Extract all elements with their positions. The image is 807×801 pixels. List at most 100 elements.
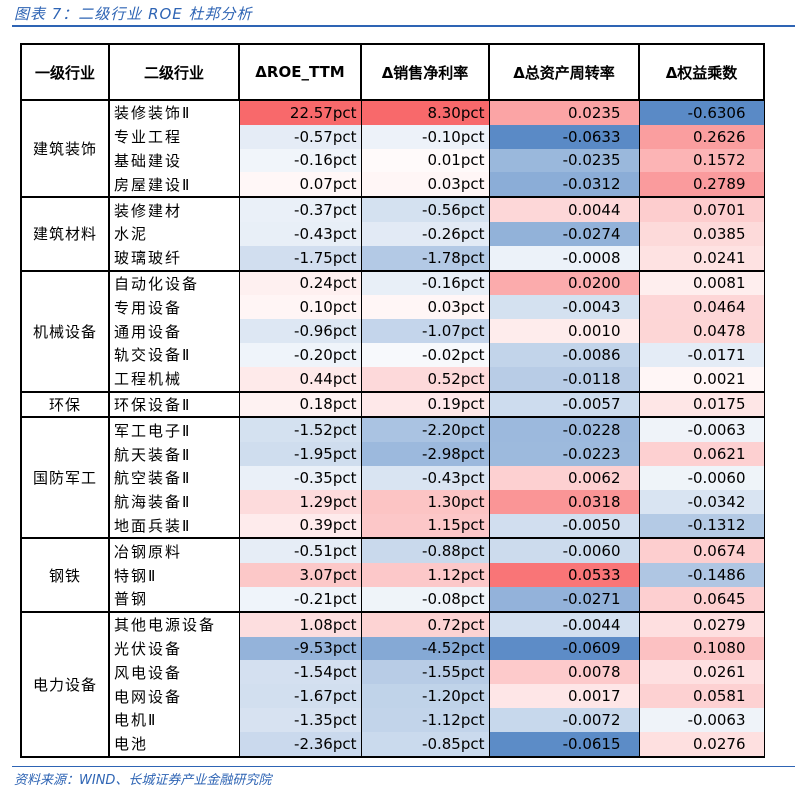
cell-dturnover: -0.0086 bbox=[488, 342, 640, 367]
cell-droe: -0.35pct bbox=[238, 465, 362, 490]
cell-dmargin: 8.30pct bbox=[360, 100, 490, 125]
cell-dmargin: -1.12pct bbox=[360, 707, 490, 732]
cell-dmargin: -0.43pct bbox=[360, 465, 490, 490]
table-row: 钢铁 冶钢原料 -0.51pct -0.88pct -0.0060 0.0674 bbox=[20, 537, 765, 613]
cell-droe: -0.16pct bbox=[238, 148, 362, 173]
cell-dmultiplier: -0.0060 bbox=[638, 465, 765, 490]
table-row: 轨交设备Ⅱ -0.20pct -0.02pct -0.0086 -0.0171 bbox=[21, 342, 765, 367]
cell-dturnover: -0.0235 bbox=[488, 148, 640, 173]
cell-dmargin: 0.52pct bbox=[360, 366, 490, 393]
cell-droe: -1.95pct bbox=[238, 442, 362, 466]
cell-dmultiplier: 0.0478 bbox=[638, 319, 765, 343]
level1-industry: 建筑装饰 bbox=[20, 98, 110, 199]
table-row: 机械设备 自动化设备 0.24pct -0.16pct 0.0200 0.0081 bbox=[20, 269, 765, 393]
cell-dturnover: -0.0050 bbox=[488, 513, 640, 540]
level2-industry: 冶钢原料 bbox=[108, 538, 240, 564]
cell-dmargin: 1.30pct bbox=[360, 489, 490, 514]
cell-dmultiplier: 0.0241 bbox=[638, 245, 765, 272]
cell-dturnover: -0.0057 bbox=[488, 391, 640, 419]
cell-dturnover: 0.0017 bbox=[488, 684, 640, 708]
cell-dturnover: 0.0318 bbox=[488, 489, 640, 514]
cell-droe: -0.96pct bbox=[238, 319, 362, 343]
table-row: 专业工程 -0.57pct -0.10pct -0.0633 0.2626 bbox=[21, 124, 765, 149]
table-row: 电池 -2.36pct -0.85pct -0.0615 0.0276 bbox=[21, 731, 765, 758]
cell-droe: -1.35pct bbox=[238, 707, 362, 732]
cell-dmultiplier: 0.0674 bbox=[638, 538, 765, 564]
cell-dmultiplier: 0.0701 bbox=[638, 197, 765, 222]
cell-dturnover: -0.0118 bbox=[488, 366, 640, 393]
level2-industry: 普钢 bbox=[108, 586, 240, 613]
cell-dturnover: -0.0228 bbox=[488, 417, 640, 443]
cell-dturnover: -0.0060 bbox=[488, 538, 640, 564]
cell-dmultiplier: 0.1572 bbox=[638, 148, 765, 173]
cell-dturnover: -0.0008 bbox=[488, 245, 640, 272]
cell-dmargin: -0.16pct bbox=[360, 270, 490, 296]
cell-droe: -2.36pct bbox=[238, 731, 362, 758]
cell-dturnover: -0.0633 bbox=[488, 124, 640, 149]
cell-dmargin: -1.55pct bbox=[360, 660, 490, 685]
cell-dturnover: -0.0044 bbox=[488, 611, 640, 637]
cell-dmargin: 1.15pct bbox=[360, 513, 490, 540]
cell-dmargin: 0.19pct bbox=[360, 391, 490, 419]
cell-droe: -1.75pct bbox=[238, 245, 362, 272]
cell-dmultiplier: 0.1080 bbox=[638, 636, 765, 661]
cell-dmultiplier: -0.1486 bbox=[638, 563, 765, 587]
cell-dturnover: -0.0312 bbox=[488, 172, 640, 199]
cell-dmargin: -1.20pct bbox=[360, 684, 490, 708]
cell-dmultiplier: 0.0464 bbox=[638, 295, 765, 320]
header-l2: 二级行业 bbox=[108, 43, 240, 101]
cell-dturnover: 0.0235 bbox=[488, 100, 640, 125]
cell-droe: -0.51pct bbox=[238, 538, 362, 564]
dupont-table: 一级行业 二级行业 ΔROE_TTM Δ销售净利率 Δ总资产周转率 Δ权益乘数 … bbox=[20, 43, 765, 758]
source-rule bbox=[12, 766, 795, 767]
level1-industry: 机械设备 bbox=[20, 269, 110, 393]
cell-dmargin: 0.03pct bbox=[360, 295, 490, 320]
cell-dturnover: -0.0274 bbox=[488, 221, 640, 246]
cell-dmultiplier: 0.0385 bbox=[638, 221, 765, 246]
cell-dmultiplier: -0.6306 bbox=[638, 100, 765, 125]
cell-dturnover: 0.0533 bbox=[488, 563, 640, 587]
level2-industry: 水泥 bbox=[108, 221, 240, 246]
level2-industry: 基础建设 bbox=[108, 148, 240, 173]
cell-dmultiplier: 0.2626 bbox=[638, 124, 765, 149]
cell-droe: 0.18pct bbox=[238, 391, 362, 419]
level2-industry: 航空装备Ⅱ bbox=[108, 465, 240, 490]
cell-droe: 22.57pct bbox=[238, 100, 362, 125]
level2-industry: 航海装备Ⅱ bbox=[108, 489, 240, 514]
table-row: 电力设备 其他电源设备 1.08pct 0.72pct -0.0044 0.0279 bbox=[20, 610, 765, 758]
table-row: 国防军工 军工电子Ⅱ -1.52pct -2.20pct -0.0228 -0.0063 bbox=[20, 416, 765, 540]
cell-dmultiplier: -0.0171 bbox=[638, 342, 765, 367]
level2-industry: 特钢Ⅱ bbox=[108, 563, 240, 587]
header-dmultiplier: Δ权益乘数 bbox=[638, 43, 765, 101]
cell-dturnover: -0.0223 bbox=[488, 442, 640, 466]
level2-industry: 通用设备 bbox=[108, 319, 240, 343]
table-row: 基础建设 -0.16pct 0.01pct -0.0235 0.1572 bbox=[21, 148, 765, 173]
level2-industry: 自动化设备 bbox=[108, 270, 240, 296]
level1-industry: 国防军工 bbox=[20, 416, 110, 540]
cell-dmargin: -4.52pct bbox=[360, 636, 490, 661]
level2-industry: 光伏设备 bbox=[108, 636, 240, 661]
level2-industry: 军工电子Ⅱ bbox=[108, 417, 240, 443]
cell-dmultiplier: 0.0621 bbox=[638, 442, 765, 466]
cell-dturnover: 0.0044 bbox=[488, 197, 640, 222]
cell-droe: -0.43pct bbox=[238, 221, 362, 246]
level1-industry: 电力设备 bbox=[20, 610, 110, 758]
cell-dmultiplier: -0.0342 bbox=[638, 489, 765, 514]
level2-industry: 电机Ⅱ bbox=[108, 707, 240, 732]
cell-dmargin: -0.88pct bbox=[360, 538, 490, 564]
table-row: 工程机械 0.44pct 0.52pct -0.0118 0.0021 bbox=[21, 366, 765, 393]
source-note: 资料来源：WIND、长城证券产业金融研究院 bbox=[14, 773, 272, 788]
cell-dmargin: -0.08pct bbox=[360, 586, 490, 613]
cell-dturnover: -0.0615 bbox=[488, 731, 640, 758]
cell-dmargin: -0.85pct bbox=[360, 731, 490, 758]
table-row: 光伏设备 -9.53pct -4.52pct -0.0609 0.1080 bbox=[21, 636, 765, 661]
table-row: 航空装备Ⅱ -0.35pct -0.43pct 0.0062 -0.0060 bbox=[21, 465, 765, 490]
cell-dmargin: -1.07pct bbox=[360, 319, 490, 343]
table-row: 电网设备 -1.67pct -1.20pct 0.0017 0.0581 bbox=[21, 684, 765, 708]
cell-droe: -0.57pct bbox=[238, 124, 362, 149]
cell-dmultiplier: 0.0021 bbox=[638, 366, 765, 393]
cell-dmargin: 1.12pct bbox=[360, 563, 490, 587]
cell-dmultiplier: 0.0261 bbox=[638, 660, 765, 685]
cell-dturnover: -0.0271 bbox=[488, 586, 640, 613]
header-row: 一级行业 二级行业 ΔROE_TTM Δ销售净利率 Δ总资产周转率 Δ权益乘数 bbox=[20, 43, 765, 101]
